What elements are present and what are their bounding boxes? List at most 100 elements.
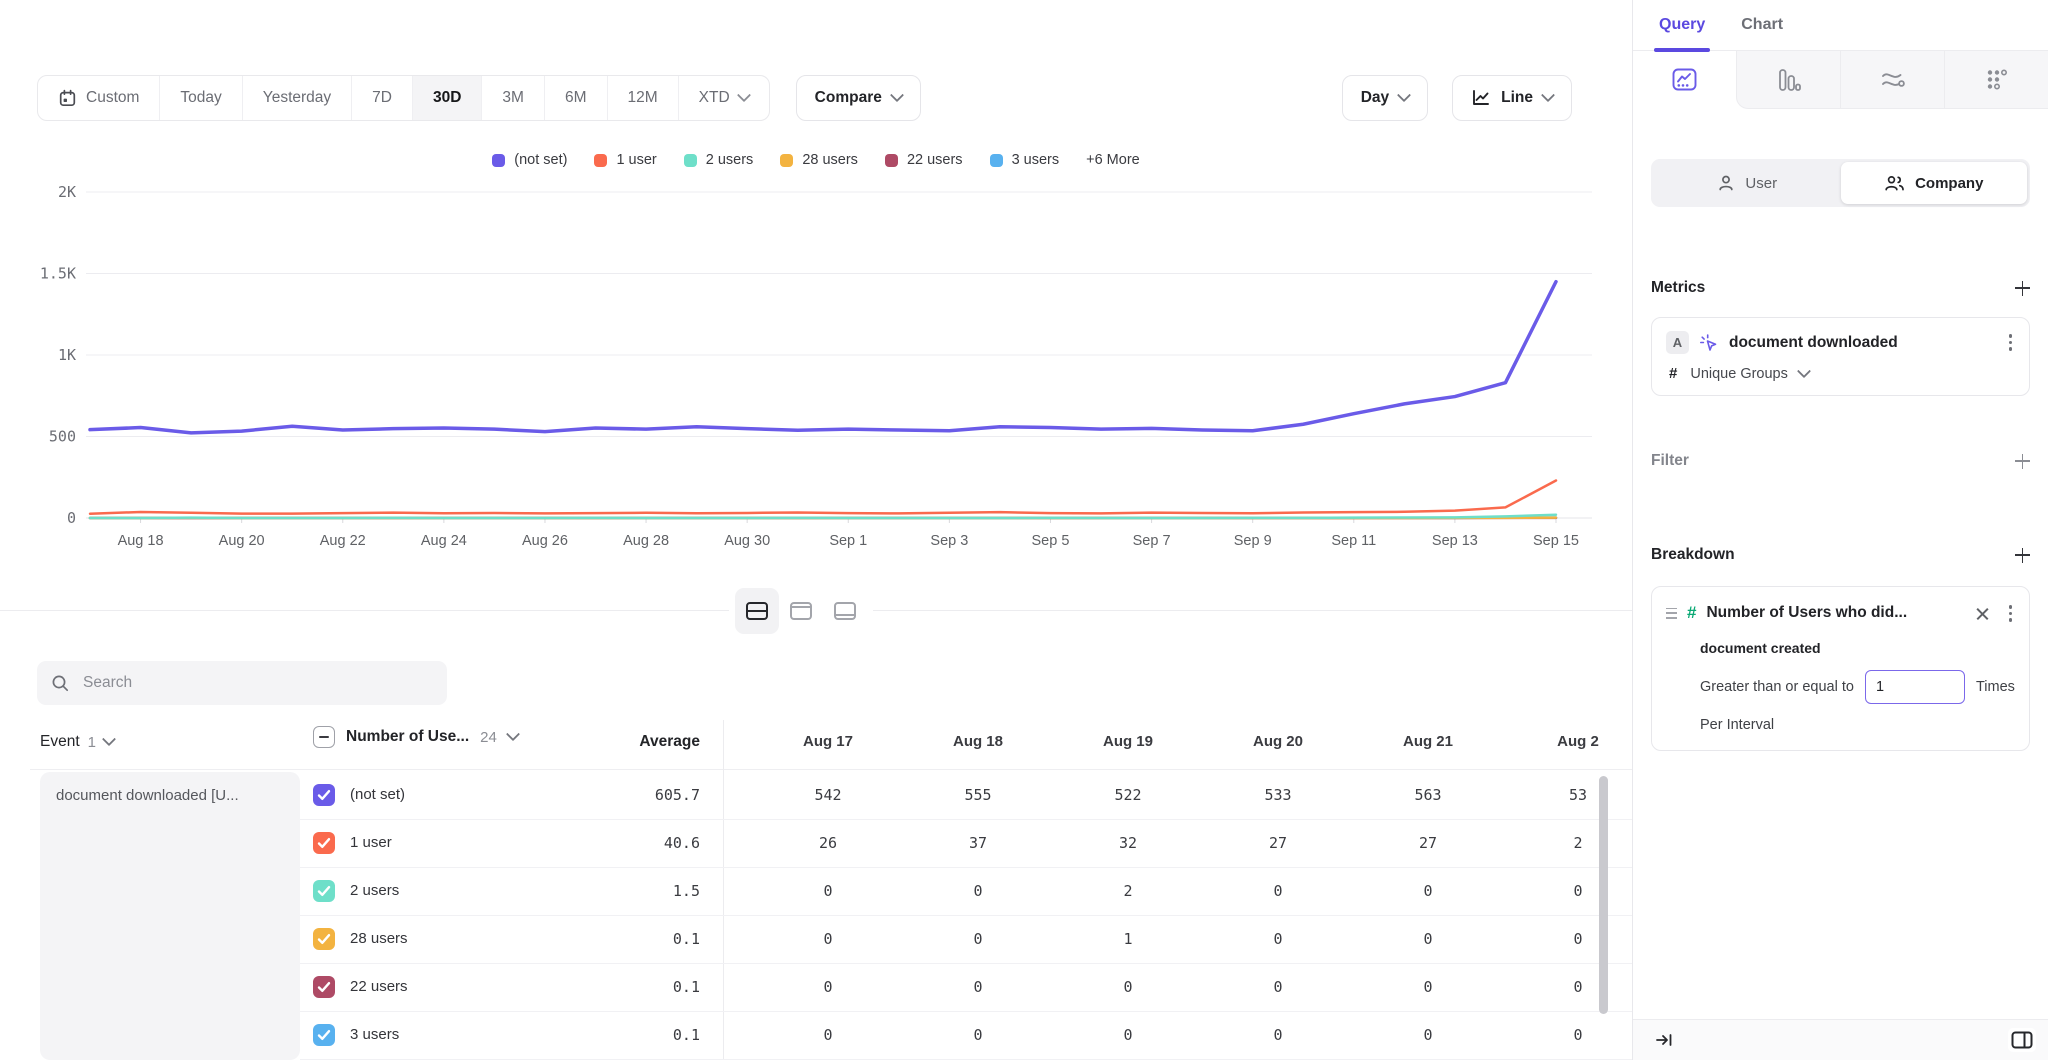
range-custom[interactable]: Custom [38, 76, 159, 120]
range-7d[interactable]: 7D [351, 76, 412, 120]
date-column-header[interactable]: Aug 19 [1053, 733, 1203, 750]
breakdown-per-interval[interactable]: Per Interval [1700, 717, 2015, 733]
row-checkbox[interactable] [313, 880, 335, 902]
metric-menu-button[interactable] [2006, 331, 2016, 354]
date-column-headers: Aug 17Aug 18Aug 19Aug 20Aug 21Aug 2 [300, 733, 1632, 757]
cell-value: 0 [1053, 978, 1203, 996]
layout-split-button[interactable] [735, 588, 779, 634]
legend-more[interactable]: +6 More [1086, 152, 1140, 168]
segment-user[interactable]: User [1654, 162, 1841, 204]
legend-item[interactable]: (not set) [492, 152, 567, 168]
svg-text:Aug 26: Aug 26 [522, 533, 568, 549]
svg-text:Sep 9: Sep 9 [1234, 533, 1272, 549]
dot-grid-icon [1985, 68, 2009, 92]
range-12m[interactable]: 12M [607, 76, 678, 120]
cell-value: 0 [903, 882, 1053, 900]
svg-text:Aug 24: Aug 24 [421, 533, 467, 549]
date-column-header[interactable]: Aug 18 [903, 733, 1053, 750]
chevron-down-icon [737, 88, 751, 102]
line-chart: 05001K1.5K2KAug 18Aug 20Aug 22Aug 24Aug … [0, 185, 1632, 565]
legend-label: 1 user [616, 152, 656, 168]
cell-value: 555 [903, 786, 1053, 804]
add-metric-button[interactable] [2015, 281, 2030, 296]
chart-toolbar: CustomTodayYesterday7D 30D 3M6M 12M XTD Comp… [37, 75, 1572, 121]
svg-text:0: 0 [67, 509, 76, 527]
legend-item[interactable]: 22 users [885, 152, 963, 168]
range-label: 30D [433, 89, 461, 107]
event-column-header[interactable]: Event 1 [40, 733, 114, 751]
row-checkbox[interactable] [313, 1024, 335, 1046]
event-click-icon [1699, 333, 1719, 353]
add-breakdown-button[interactable] [2015, 548, 2030, 563]
range-6m[interactable]: 6M [544, 76, 607, 120]
measure-selector[interactable]: # Unique Groups [1666, 365, 2015, 382]
table-rows: (not set)605.7542555522533563531 user40.… [300, 772, 1632, 1060]
range-today[interactable]: Today [159, 76, 241, 120]
drag-handle-icon[interactable] [1666, 608, 1677, 619]
date-column-header[interactable]: Aug 17 [753, 733, 903, 750]
table-search[interactable] [37, 661, 447, 705]
segment-company-label: Company [1915, 175, 1983, 192]
compare-button[interactable]: Compare [796, 75, 921, 121]
breakdown-value-input[interactable] [1865, 670, 1965, 704]
panel-right-icon [2011, 1031, 2033, 1049]
chart-type-line-tab[interactable] [1633, 51, 1736, 109]
breakdown-condition-label[interactable]: Greater than or equal to [1700, 679, 1854, 695]
cell-value: 0 [903, 978, 1053, 996]
breakdown-menu-button[interactable] [2006, 602, 2016, 625]
range-30d[interactable]: 30D [412, 76, 481, 120]
range-3m[interactable]: 3M [481, 76, 544, 120]
date-column-header[interactable]: Aug 21 [1353, 733, 1503, 750]
segment-company[interactable]: Company [1841, 162, 2028, 204]
cell-value: 0 [1353, 930, 1503, 948]
chevron-down-icon [1541, 88, 1555, 102]
cell-value: 53 [1503, 786, 1632, 804]
metric-card[interactable]: A document downloaded # Unique Groups [1651, 317, 2030, 396]
chart-type-bar-tab[interactable] [1736, 51, 1840, 109]
range-yesterday[interactable]: Yesterday [242, 76, 351, 120]
row-checkbox[interactable] [313, 976, 335, 998]
layout-chart-only-button[interactable] [779, 588, 823, 634]
cell-value: 0 [903, 1026, 1053, 1044]
collapse-sidebar-button[interactable] [1655, 1032, 1673, 1048]
series-label: (not set) [350, 786, 405, 803]
panel-layout-button[interactable] [2008, 1028, 2036, 1052]
interval-button[interactable]: Day [1342, 75, 1428, 121]
row-checkbox[interactable] [313, 928, 335, 950]
breakdown-event-name[interactable]: document created [1700, 640, 2015, 656]
svg-text:Aug 22: Aug 22 [320, 533, 366, 549]
legend-item[interactable]: 1 user [594, 152, 656, 168]
legend-item[interactable]: 2 users [684, 152, 754, 168]
legend-item[interactable]: 28 users [780, 152, 858, 168]
search-input[interactable] [81, 673, 433, 693]
cell-value: 522 [1053, 786, 1203, 804]
legend-label: 28 users [802, 152, 858, 168]
chart-type-matrix-tab[interactable] [1944, 51, 2048, 109]
cell-value: 0 [1503, 930, 1632, 948]
range-label: 12M [628, 89, 658, 107]
cell-value: 0 [1353, 1026, 1503, 1044]
chevron-down-icon [102, 732, 116, 746]
remove-breakdown-button[interactable] [1975, 606, 1990, 621]
add-filter-button[interactable] [2015, 454, 2030, 469]
legend-swatch [885, 154, 898, 167]
cell-value: 563 [1353, 786, 1503, 804]
chart-type-flow-tab[interactable] [1840, 51, 1944, 109]
date-column-header[interactable]: Aug 2 [1503, 733, 1632, 750]
date-column-header[interactable]: Aug 20 [1203, 733, 1353, 750]
row-checkbox[interactable] [313, 832, 335, 854]
breakdown-card: # Number of Users who did... document cr… [1651, 586, 2030, 751]
panel-bottom-icon [834, 602, 856, 620]
measure-label: Unique Groups [1690, 366, 1788, 382]
row-checkbox[interactable] [313, 784, 335, 806]
range-label: XTD [699, 89, 730, 107]
legend-item[interactable]: 3 users [990, 152, 1060, 168]
event-name-cell[interactable]: document downloaded [U... [40, 772, 300, 1060]
range-xtd[interactable]: XTD [678, 76, 769, 120]
tab-query[interactable]: Query [1659, 0, 1705, 50]
layout-table-only-button[interactable] [823, 588, 867, 634]
average-value: 0.1 [540, 978, 700, 996]
vertical-scrollbar[interactable] [1599, 776, 1608, 1014]
tab-chart[interactable]: Chart [1741, 0, 1783, 50]
chart-type-button[interactable]: Line [1452, 75, 1572, 121]
